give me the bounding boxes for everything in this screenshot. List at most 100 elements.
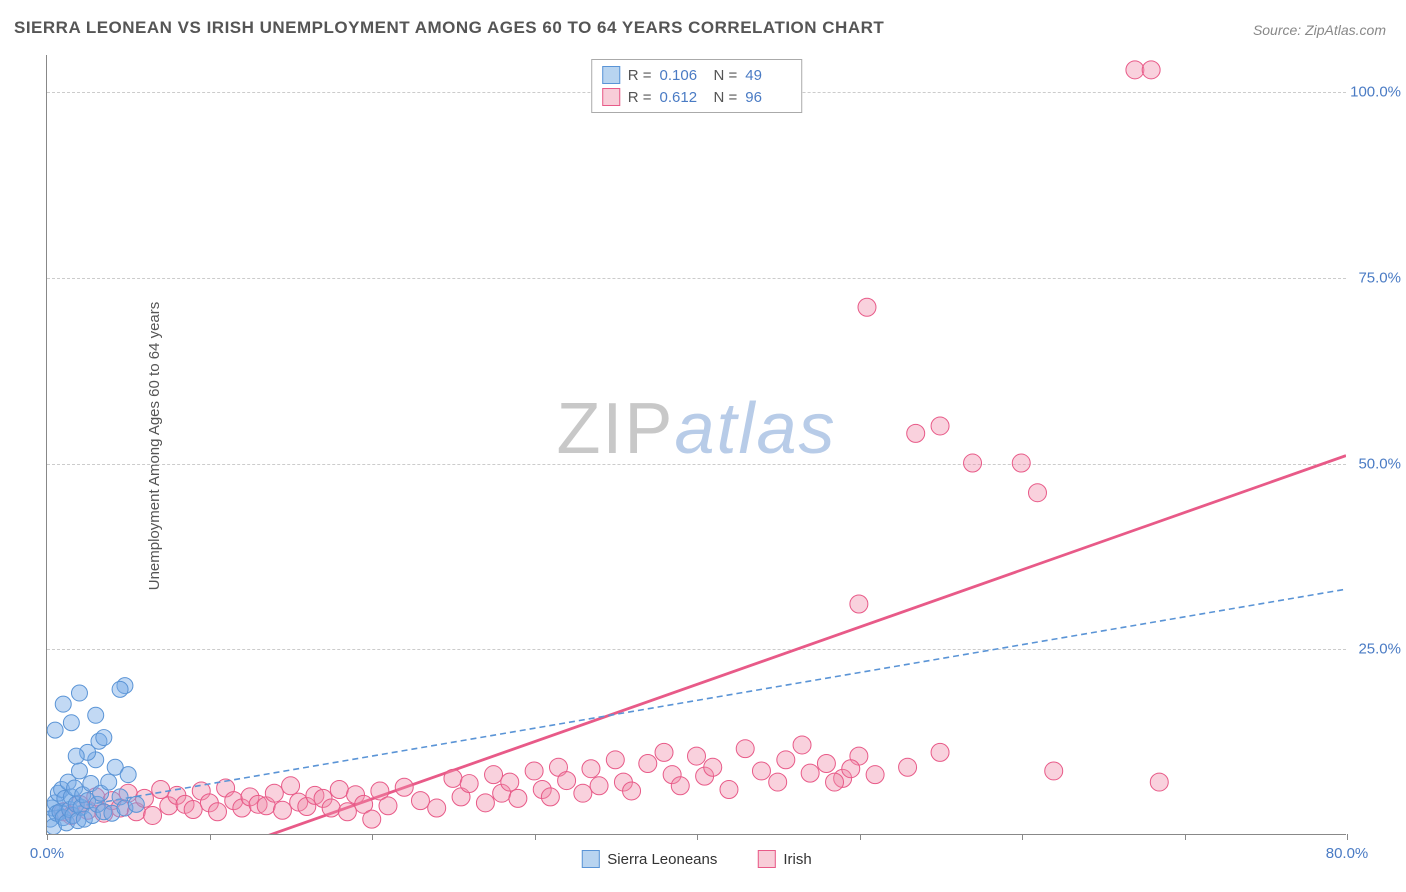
data-point <box>428 799 446 817</box>
data-point <box>899 758 917 776</box>
data-point <box>704 758 722 776</box>
legend-label-sierra: Sierra Leoneans <box>607 851 717 868</box>
data-point <box>623 782 641 800</box>
r-label: R = <box>628 89 652 106</box>
xtick-label: 80.0% <box>1326 845 1369 862</box>
xtick <box>697 834 698 840</box>
xtick <box>372 834 373 840</box>
data-point <box>1012 454 1030 472</box>
data-point <box>63 715 79 731</box>
ytick-label: 50.0% <box>1358 455 1401 472</box>
xtick <box>1022 834 1023 840</box>
data-point <box>128 796 144 812</box>
data-point <box>931 743 949 761</box>
data-point <box>907 424 925 442</box>
data-point <box>850 595 868 613</box>
xtick <box>47 834 48 840</box>
data-point <box>769 773 787 791</box>
data-point <box>801 764 819 782</box>
data-point <box>47 722 63 738</box>
data-point <box>460 775 478 793</box>
chart-title: SIERRA LEONEAN VS IRISH UNEMPLOYMENT AMO… <box>14 18 884 38</box>
n-label: N = <box>714 67 738 84</box>
plot-area: ZIPatlas R = 0.106 N = 49 R = 0.612 N = … <box>46 55 1346 835</box>
source-attribution: Source: ZipAtlas.com <box>1253 22 1386 38</box>
data-point <box>752 762 770 780</box>
xtick <box>210 834 211 840</box>
data-point <box>112 681 128 697</box>
data-point <box>671 777 689 795</box>
data-point <box>688 747 706 765</box>
data-point <box>1045 762 1063 780</box>
data-point <box>525 762 543 780</box>
irish-n-value: 96 <box>745 89 791 106</box>
stats-row-irish: R = 0.612 N = 96 <box>602 86 792 108</box>
data-point <box>273 801 291 819</box>
data-point <box>501 773 519 791</box>
data-point <box>120 767 136 783</box>
data-point <box>184 801 202 819</box>
data-point <box>655 743 673 761</box>
data-point <box>1150 773 1168 791</box>
data-point <box>777 751 795 769</box>
data-point <box>541 788 559 806</box>
data-point <box>485 766 503 784</box>
data-point <box>1142 61 1160 79</box>
data-point <box>1126 61 1144 79</box>
data-point <box>395 778 413 796</box>
r-label: R = <box>628 67 652 84</box>
ytick-label: 100.0% <box>1350 84 1401 101</box>
data-point <box>582 760 600 778</box>
data-point <box>282 777 300 795</box>
data-point <box>1028 484 1046 502</box>
sierra-n-value: 49 <box>745 67 791 84</box>
swatch-sierra-icon <box>581 850 599 868</box>
xtick <box>535 834 536 840</box>
legend: Sierra Leoneans Irish <box>581 850 811 868</box>
stats-box: R = 0.106 N = 49 R = 0.612 N = 96 <box>591 59 803 113</box>
data-point <box>476 794 494 812</box>
data-point <box>71 685 87 701</box>
data-point <box>209 803 227 821</box>
data-point <box>931 417 949 435</box>
data-point <box>101 774 117 790</box>
data-point <box>639 755 657 773</box>
data-point <box>842 760 860 778</box>
data-point <box>68 748 84 764</box>
data-point <box>826 773 844 791</box>
data-point <box>509 789 527 807</box>
data-point <box>817 755 835 773</box>
legend-item-irish: Irish <box>757 850 811 868</box>
legend-item-sierra: Sierra Leoneans <box>581 850 717 868</box>
swatch-irish-icon <box>602 88 620 106</box>
data-point <box>736 740 754 758</box>
data-point <box>574 784 592 802</box>
data-point <box>590 777 608 795</box>
data-point <box>444 769 462 787</box>
ytick-label: 75.0% <box>1358 269 1401 286</box>
stats-row-sierra: R = 0.106 N = 49 <box>602 64 792 86</box>
data-point <box>379 797 397 815</box>
data-point <box>152 780 170 798</box>
data-point <box>144 806 162 824</box>
xtick <box>1347 834 1348 840</box>
data-point <box>793 736 811 754</box>
irish-r-value: 0.612 <box>660 89 706 106</box>
data-point <box>330 780 348 798</box>
n-label: N = <box>714 89 738 106</box>
data-point <box>55 696 71 712</box>
chart-svg <box>47 55 1346 834</box>
data-point <box>363 810 381 828</box>
data-point <box>558 772 576 790</box>
data-point <box>866 766 884 784</box>
xtick <box>860 834 861 840</box>
legend-label-irish: Irish <box>783 851 811 868</box>
xtick-label: 0.0% <box>30 845 64 862</box>
xtick <box>1185 834 1186 840</box>
data-point <box>338 803 356 821</box>
swatch-sierra-icon <box>602 66 620 84</box>
data-point <box>88 707 104 723</box>
data-point <box>265 784 283 802</box>
data-point <box>964 454 982 472</box>
data-point <box>71 763 87 779</box>
